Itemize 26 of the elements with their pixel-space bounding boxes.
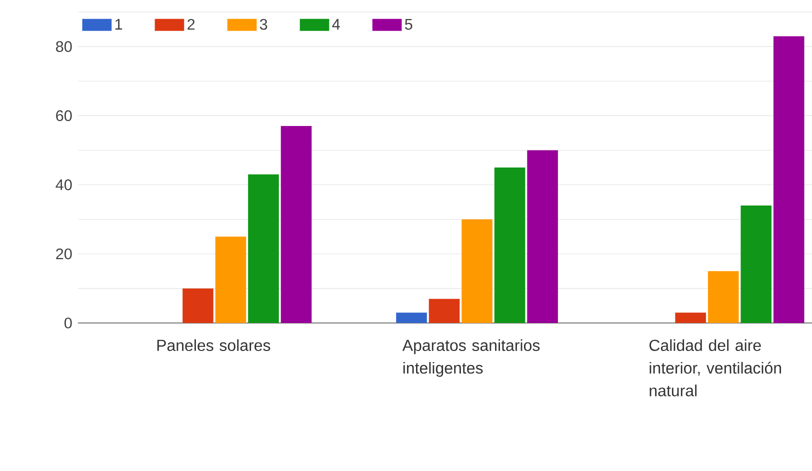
- bar: [675, 312, 706, 324]
- legend-label: 1: [115, 19, 122, 30]
- bar: [527, 150, 558, 324]
- bar: [248, 174, 279, 324]
- bar: [462, 219, 492, 324]
- legend-label: 3: [260, 18, 268, 30]
- bar: [215, 236, 246, 324]
- x-tick-label: Calidad del aire interior, ventilación natural: [649, 339, 782, 396]
- y-tick-label: 40: [56, 179, 72, 190]
- y-tick-label: 0: [64, 318, 72, 328]
- bar: [773, 36, 804, 324]
- bar: [280, 126, 312, 324]
- legend-label: 4: [332, 19, 340, 30]
- legend-label: 5: [404, 19, 412, 30]
- legend-label: 2: [188, 18, 195, 30]
- y-tick-label: 60: [56, 110, 72, 122]
- bar: [182, 288, 214, 324]
- x-tick-label: Aparatos sanitarios inteligentes: [402, 339, 540, 377]
- bar: [428, 298, 460, 324]
- y-tick-label: 20: [56, 248, 72, 260]
- x-tick-label: Paneles solares: [157, 339, 270, 352]
- bar: [740, 206, 772, 324]
- y-tick-label: 80: [56, 41, 72, 52]
- bar: [396, 312, 427, 324]
- bar: [708, 271, 739, 324]
- bar: [494, 168, 526, 324]
